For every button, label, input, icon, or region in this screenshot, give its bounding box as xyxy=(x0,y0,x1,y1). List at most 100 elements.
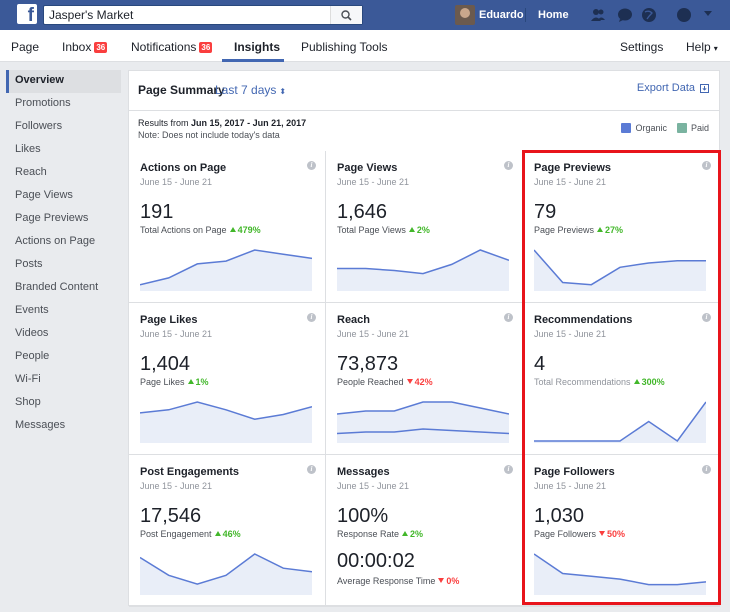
card-metric-label: Total Page Views 2% xyxy=(337,225,430,235)
trend-up-icon xyxy=(597,227,604,232)
metric-card-page-views[interactable]: Page Views i June 15 - June 21 1,646 Total P… xyxy=(326,151,523,303)
sidebar-item-page-views[interactable]: Page Views xyxy=(15,189,73,201)
metric-card-post-engagements[interactable]: Post Engagements i June 15 - June 21 17,546… xyxy=(129,455,326,607)
sparkline-line xyxy=(337,249,509,275)
results-prefix: Results from xyxy=(138,118,189,128)
top-bar: f Eduardo Home xyxy=(0,0,730,30)
tab-settings[interactable]: Settings xyxy=(620,40,664,54)
info-icon[interactable]: i xyxy=(504,313,513,322)
trend-up-icon xyxy=(408,227,415,232)
sparkline-chart xyxy=(534,401,706,443)
card-secondary-label: Average Response Time 0% xyxy=(337,576,459,586)
help-icon[interactable] xyxy=(676,7,692,23)
card-title: Recommendations xyxy=(534,314,633,326)
sparkline-chart xyxy=(140,249,312,291)
sidebar-item-branded-content[interactable]: Branded Content xyxy=(15,281,99,293)
sparkline-line xyxy=(337,401,509,415)
date-range-label: Last 7 days xyxy=(215,83,277,97)
info-icon[interactable]: i xyxy=(307,161,316,170)
card-metric-label: Page Likes 1% xyxy=(140,377,209,387)
info-icon[interactable]: i xyxy=(702,465,711,474)
notifications-globe-icon[interactable] xyxy=(641,7,657,23)
search-button[interactable] xyxy=(330,6,362,24)
sidebar-item-posts[interactable]: Posts xyxy=(15,258,43,270)
card-date-range: June 15 - June 21 xyxy=(140,329,213,339)
info-icon[interactable]: i xyxy=(504,465,513,474)
card-metric-label: People Reached 42% xyxy=(337,377,433,387)
sparkline-area xyxy=(534,250,706,291)
change-value: 2% xyxy=(410,529,424,539)
sidebar-item-promotions[interactable]: Promotions xyxy=(15,97,71,109)
tab-inbox[interactable]: Inbox 36 xyxy=(62,40,108,54)
sidebar-item-overview[interactable]: Overview xyxy=(6,70,121,93)
card-value: 1,030 xyxy=(534,505,585,527)
friend-requests-icon[interactable] xyxy=(590,7,606,23)
sidebar-item-messages[interactable]: Messages xyxy=(15,419,66,431)
date-range-dropdown[interactable]: Last 7 days ⬍ xyxy=(215,83,286,97)
info-icon[interactable]: i xyxy=(504,161,513,170)
card-title: Page Previews xyxy=(534,162,612,174)
change-indicator: 42% xyxy=(406,377,433,387)
export-data-button[interactable]: Export Data xyxy=(637,82,709,94)
change-indicator: 2% xyxy=(402,529,423,539)
info-icon[interactable]: i xyxy=(307,313,316,322)
sparkline-secondary-line xyxy=(337,428,509,435)
avatar[interactable] xyxy=(455,5,475,25)
sidebar-item-reach[interactable]: Reach xyxy=(15,166,47,178)
active-tab-indicator xyxy=(222,59,284,62)
change-value: 27% xyxy=(605,225,624,235)
sidebar-item-actions-on-page[interactable]: Actions on Page xyxy=(15,235,96,247)
sidebar-item-followers[interactable]: Followers xyxy=(15,120,63,132)
tab-publishing-tools[interactable]: Publishing Tools xyxy=(301,40,388,54)
legend: Organic Paid xyxy=(621,123,709,133)
sparkline-line xyxy=(534,401,706,443)
info-icon[interactable]: i xyxy=(702,313,711,322)
tab-notifications[interactable]: Notifications 36 xyxy=(131,40,213,54)
sidebar-item-videos[interactable]: Videos xyxy=(15,327,49,339)
messages-icon[interactable] xyxy=(617,7,633,23)
sparkline-line xyxy=(534,553,706,586)
paid-swatch xyxy=(676,123,687,133)
tab-page[interactable]: Page xyxy=(11,40,40,54)
sidebar-item-people[interactable]: People xyxy=(15,350,50,362)
insights-sidebar: Overview Promotions Followers Likes Reach Pag… xyxy=(6,70,121,438)
trend-down-icon xyxy=(406,379,413,384)
sidebar-item-events[interactable]: Events xyxy=(15,304,49,316)
sparkline-chart xyxy=(140,553,312,595)
chevron-down-icon[interactable] xyxy=(704,11,712,16)
sidebar-item-page-previews[interactable]: Page Previews xyxy=(15,212,89,224)
tab-help[interactable]: Help ▾ xyxy=(686,40,718,54)
profile-link[interactable]: Eduardo xyxy=(479,9,524,21)
sidebar-item-wi-fi[interactable]: Wi-Fi xyxy=(15,373,41,385)
card-value: 1,404 xyxy=(140,353,191,375)
metric-card-reach[interactable]: Reach i June 15 - June 21 73,873 People Reac… xyxy=(326,303,523,455)
tab-inbox-label: Inbox xyxy=(62,40,92,54)
home-link[interactable]: Home xyxy=(538,9,569,21)
info-icon[interactable]: i xyxy=(307,465,316,474)
card-date-range: June 15 - June 21 xyxy=(534,177,607,187)
facebook-logo-icon[interactable]: f xyxy=(17,4,37,26)
sparkline-chart xyxy=(534,553,706,595)
metric-card-recommendations[interactable]: Recommendations i June 15 - June 21 4 Total … xyxy=(523,303,720,455)
change-indicator: 1% xyxy=(187,377,209,387)
metric-card-page-likes[interactable]: Page Likes i June 15 - June 21 1,404 Page Li… xyxy=(129,303,326,455)
card-metric-label: Response Rate 2% xyxy=(337,529,423,539)
tab-insights[interactable]: Insights xyxy=(234,40,281,54)
card-value: 191 xyxy=(140,201,174,223)
metric-card-page-followers[interactable]: Page Followers i June 15 - June 21 1,030 Pag… xyxy=(523,455,720,607)
export-data-label: Export Data xyxy=(636,82,695,94)
card-value: 73,873 xyxy=(337,353,399,375)
info-icon[interactable]: i xyxy=(702,161,711,170)
metric-card-actions-on-page[interactable]: Actions on Page i June 15 - June 21 191 Tota… xyxy=(129,151,326,303)
sidebar-item-likes[interactable]: Likes xyxy=(15,143,41,155)
sort-arrows-icon: ⬍ xyxy=(279,87,287,96)
metric-card-messages[interactable]: Messages i June 15 - June 21 100% Response R… xyxy=(326,455,523,607)
metric-label: Page Likes xyxy=(140,377,185,387)
sidebar-item-shop[interactable]: Shop xyxy=(15,396,41,408)
metric-label: Total Recommendations xyxy=(534,377,631,387)
sparkline-area xyxy=(534,402,706,443)
search-input[interactable] xyxy=(44,6,324,24)
legend-organic-label: Organic xyxy=(635,123,667,133)
metric-card-page-previews[interactable]: Page Previews i June 15 - June 21 79 Page Pr… xyxy=(523,151,720,303)
search-box[interactable] xyxy=(43,5,363,25)
